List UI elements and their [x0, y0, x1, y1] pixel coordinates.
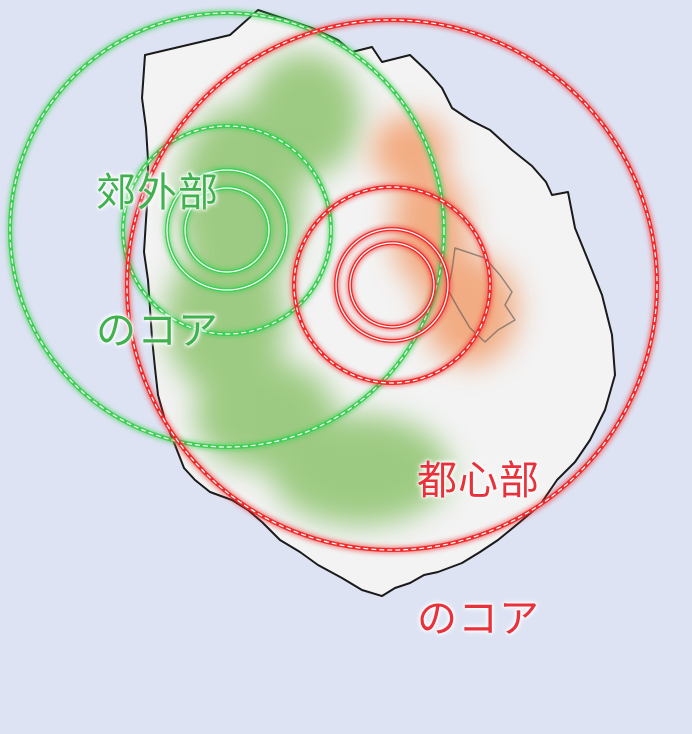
urban-core-ring-4-highlight: [126, 19, 658, 551]
suburban-core-ring-4-highlight: [9, 12, 445, 448]
suburban-core-ring-1-highlight: [184, 187, 270, 273]
urban-core-label-line2: のコア: [417, 596, 540, 642]
urban-core-label: 都心部 のコア: [417, 366, 540, 734]
urban-core-ring-2-highlight: [335, 228, 449, 342]
suburban-core-label-line1: 郊外部: [96, 170, 219, 216]
urban-core-label-line1: 都心部: [417, 458, 540, 504]
suburban-core-label: 郊外部 のコア: [96, 78, 219, 446]
suburban-core-ring-2-highlight: [166, 169, 288, 291]
suburban-core-rings: [6, 9, 448, 451]
suburban-zone: [165, 53, 450, 525]
urban-core-ring-1-highlight: [349, 242, 435, 328]
urban-core-ring-3-highlight: [293, 186, 491, 384]
urban-core-rings: [123, 16, 661, 554]
map-stage: 郊外部 のコア 都心部 のコア: [6, 9, 661, 642]
suburban-core-label-line2: のコア: [96, 308, 219, 354]
suburban-core-ring-3-highlight: [122, 125, 332, 335]
map-canvas: [6, 9, 661, 597]
